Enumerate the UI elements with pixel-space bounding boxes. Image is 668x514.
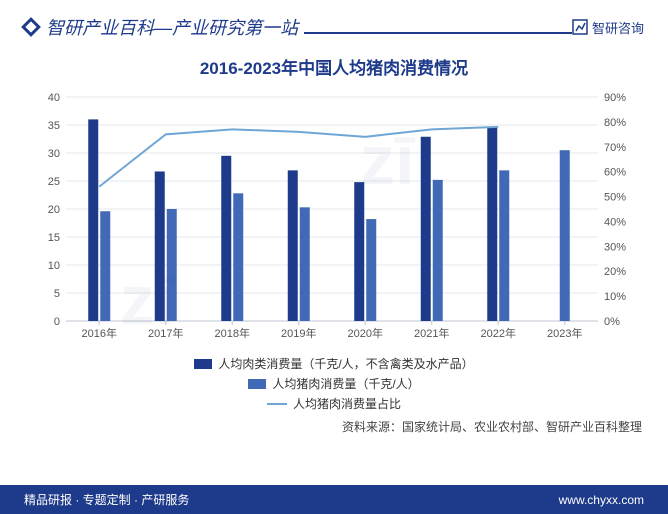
svg-text:70%: 70%	[604, 142, 626, 154]
svg-text:2020年: 2020年	[348, 326, 383, 340]
legend-item-ratio: 人均猪肉消费量占比	[267, 395, 401, 412]
svg-text:90%: 90%	[604, 92, 626, 104]
chart-svg: 0 5 10 15 20 25 30 35 40 0% 10% 20% 30% 40% 50% 60% 70% 8…	[24, 89, 644, 349]
svg-text:60%: 60%	[604, 167, 626, 179]
header-title: 智研产业百科—产业研究第一站	[46, 14, 298, 40]
svg-text:2023年: 2023年	[547, 326, 582, 340]
legend-swatch-meat	[194, 359, 212, 369]
legend-swatch-pork	[248, 379, 266, 389]
chart-title: 2016-2023年中国人均猪肉消费情况	[24, 54, 644, 79]
brand-text: 智研咨询	[592, 18, 644, 37]
svg-text:2017年: 2017年	[148, 326, 183, 340]
svg-text:10%: 10%	[604, 291, 626, 303]
footer-left: 精品研报 · 专题定制 · 产研服务	[24, 491, 189, 508]
legend: 人均肉类消费量（千克/人，不含禽类及水产品） 人均猪肉消费量（千克/人） 人均猪…	[24, 355, 644, 412]
legend-line-ratio	[267, 403, 287, 405]
bar-pork	[300, 207, 310, 321]
svg-text:30%: 30%	[604, 241, 626, 253]
bar-meat	[487, 127, 497, 321]
svg-text:2021年: 2021年	[414, 326, 449, 340]
svg-text:40: 40	[48, 92, 60, 104]
footer: 精品研报 · 专题定制 · 产研服务 www.chyxx.com	[0, 485, 668, 514]
bar-pork	[433, 180, 443, 321]
svg-text:2018年: 2018年	[215, 326, 250, 340]
svg-text:0%: 0%	[604, 316, 620, 328]
bar-pork	[499, 170, 509, 321]
svg-text:2016年: 2016年	[82, 326, 117, 340]
bar-pork	[366, 219, 376, 321]
svg-text:5: 5	[54, 288, 60, 300]
header: 智研产业百科—产业研究第一站 智研咨询	[0, 0, 668, 46]
legend-item-meat: 人均肉类消费量（千克/人，不含禽类及水产品）	[194, 355, 473, 372]
brand-icon	[572, 19, 588, 35]
svg-text:30: 30	[48, 148, 60, 160]
chart-area: 2016-2023年中国人均猪肉消费情况 0 5 10 15 20 25 30 35 40 0% 1…	[0, 46, 668, 416]
svg-text:20%: 20%	[604, 266, 626, 278]
svg-text:35: 35	[48, 120, 60, 132]
bar-meat	[354, 182, 364, 321]
bar-meat	[155, 171, 165, 321]
source-text: 资料来源：国家统计局、农业农村部、智研产业百科整理	[0, 416, 668, 435]
bar-meat	[421, 137, 431, 321]
svg-text:20: 20	[48, 204, 60, 216]
svg-text:25: 25	[48, 176, 60, 188]
bar-pork	[560, 150, 570, 321]
svg-text:2022年: 2022年	[481, 326, 516, 340]
header-marker-icon	[21, 17, 41, 37]
header-underline	[304, 32, 572, 34]
brand-badge: 智研咨询	[572, 18, 644, 37]
bar-pork	[233, 193, 243, 321]
svg-text:40%: 40%	[604, 216, 626, 228]
legend-label-meat: 人均肉类消费量（千克/人，不含禽类及水产品）	[218, 355, 473, 372]
svg-text:2019年: 2019年	[281, 326, 316, 340]
bar-meat	[288, 170, 298, 321]
legend-label-pork: 人均猪肉消费量（千克/人）	[272, 375, 419, 392]
bar-pork	[167, 209, 177, 321]
header-left: 智研产业百科—产业研究第一站	[24, 14, 298, 40]
legend-item-pork: 人均猪肉消费量（千克/人）	[248, 375, 419, 392]
svg-text:80%: 80%	[604, 117, 626, 129]
svg-text:10: 10	[48, 260, 60, 272]
legend-label-ratio: 人均猪肉消费量占比	[293, 395, 401, 412]
report-card: zī zī 智研产业百科—产业研究第一站 智研咨询 2016-2023年中国人均…	[0, 0, 668, 514]
svg-text:50%: 50%	[604, 192, 626, 204]
bar-meat	[88, 119, 98, 321]
svg-text:15: 15	[48, 232, 60, 244]
svg-text:0: 0	[54, 316, 60, 328]
footer-right: www.chyxx.com	[559, 493, 644, 507]
bar-pork	[100, 211, 110, 321]
bar-meat	[221, 156, 231, 321]
